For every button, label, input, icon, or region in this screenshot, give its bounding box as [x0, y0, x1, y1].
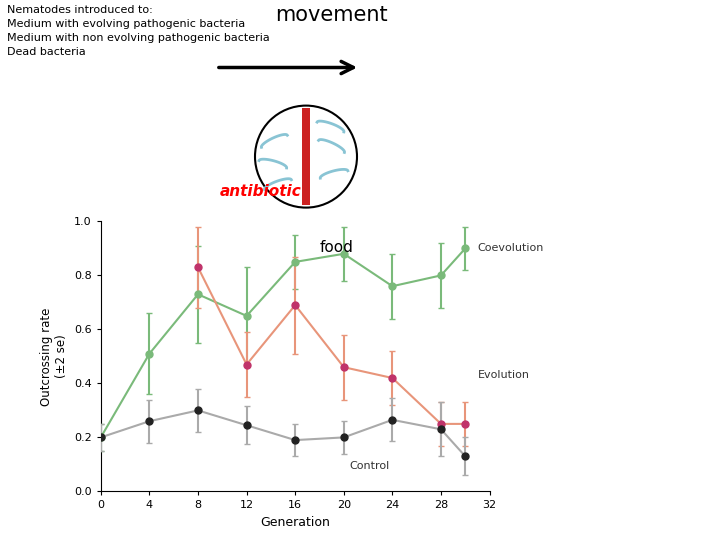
Text: Nematodes introduced to:
Medium with evolving pathogenic bacteria
Medium with no: Nematodes introduced to: Medium with evo…: [7, 5, 270, 57]
Bar: [302, 108, 310, 205]
Text: Coevolution: Coevolution: [477, 244, 544, 253]
Circle shape: [255, 106, 357, 207]
X-axis label: Generation: Generation: [260, 516, 330, 529]
Text: Control: Control: [350, 461, 390, 471]
Text: Caenorhabdtis elegans: Caenorhabdtis elegans: [479, 155, 576, 164]
Text: antibiotic: antibiotic: [220, 184, 302, 199]
Text: movement: movement: [275, 5, 387, 25]
Y-axis label: Outcrossing rate
(±2 se): Outcrossing rate (±2 se): [40, 307, 68, 406]
Text: food: food: [320, 240, 354, 255]
Text: Evolution: Evolution: [477, 370, 529, 380]
